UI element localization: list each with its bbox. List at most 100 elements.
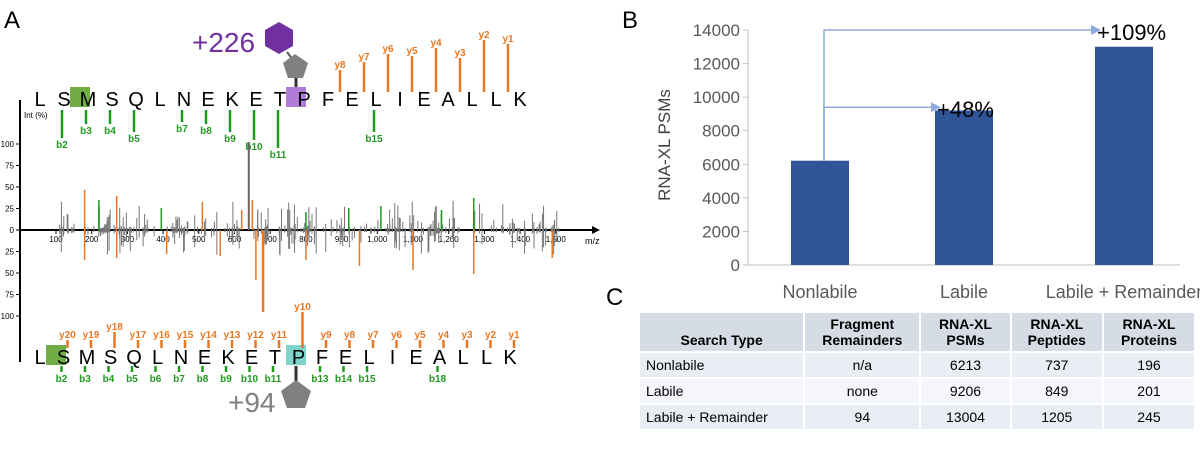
cell-remainders: n/a	[805, 353, 922, 379]
int-tick-label: 100	[1, 312, 15, 321]
m-highlight-box-bottom	[46, 345, 66, 365]
y-ion-label: y7	[358, 52, 370, 63]
table-header-row: Search Type Fragment Remainders RNA-XL P…	[640, 313, 1196, 353]
residue: T	[269, 347, 281, 369]
b-ion-label: b11	[270, 150, 287, 161]
int-tick-label: 75	[5, 291, 14, 300]
int-tick-label: 100	[1, 140, 15, 149]
chart-bar	[791, 160, 849, 265]
b-ion-label: b5	[126, 374, 138, 385]
header-proteins: RNA-XL Proteins	[1103, 313, 1196, 353]
cell-search-type: Labile + Remainder	[640, 405, 806, 431]
b-ion-label: b13	[311, 374, 329, 385]
residue: L	[490, 89, 501, 111]
b-ion-label: b4	[103, 374, 115, 385]
residue: E	[345, 89, 358, 111]
residue: P	[297, 89, 310, 111]
int-ticks: 100 75 50 25 0 25 50 75 100	[1, 140, 20, 321]
chart-y-tick-label: 10000	[693, 88, 740, 107]
mz-tick-label: 500	[192, 235, 206, 244]
table-row: Nonlabile n/a 6213 737 196	[640, 353, 1196, 379]
top-mass-label: +226	[192, 27, 255, 58]
cell-peptides: 1205	[1011, 405, 1104, 431]
chart-y-tick-label: 14000	[693, 21, 740, 40]
int-label: Int (%)	[24, 111, 48, 120]
int-tick-label: 25	[5, 205, 14, 214]
residue: K	[503, 347, 517, 369]
mz-tick-label: 400	[156, 235, 170, 244]
results-table-wrap: Search Type Fragment Remainders RNA-XL P…	[640, 313, 1196, 431]
b-ion-label: b7	[173, 374, 185, 385]
pentagon-icon-bottom	[281, 380, 311, 408]
residue: L	[466, 89, 477, 111]
y-ion-label: y14	[200, 330, 217, 341]
residue: M	[79, 347, 96, 369]
residue: S	[105, 89, 118, 111]
y-ion-label: y17	[130, 330, 147, 341]
mz-tick-label: 700	[264, 235, 278, 244]
cell-search-type: Nonlabile	[640, 353, 806, 379]
residue: L	[154, 89, 165, 111]
y-ion-label: y3	[454, 48, 466, 59]
y-ion-label: y5	[414, 330, 426, 341]
mz-tick-label: 1,300	[474, 235, 495, 244]
mz-tick-label: 1,500	[546, 235, 567, 244]
header-peptides: RNA-XL Peptides	[1011, 313, 1104, 353]
b-ion-label: b10	[245, 142, 263, 153]
y-ion-label: y6	[391, 330, 403, 341]
chart-arrows: +48% +109%	[823, 20, 1166, 161]
chart-arrow	[823, 106, 931, 161]
table-row: Labile + Remainder 94 13004 1205 245	[640, 405, 1196, 431]
b-ion-label: b10	[241, 374, 259, 385]
mz-tick-label: 300	[121, 235, 135, 244]
panel-label-c: C	[606, 284, 624, 311]
b-ion-label: b9	[220, 374, 232, 385]
b-ion-label: b7	[176, 124, 188, 135]
residue: L	[152, 347, 163, 369]
arrow-head-icon	[1091, 25, 1101, 35]
chart-y-tick-label: 2000	[702, 222, 740, 241]
y-ion-label: y2	[485, 330, 497, 341]
residue: Q	[126, 347, 142, 369]
residue: M	[80, 89, 97, 111]
chart-y-tick-label: 4000	[702, 189, 740, 208]
residue: L	[34, 347, 45, 369]
b-ion-label: b6	[150, 374, 162, 385]
y-ion-label: y8	[344, 330, 356, 341]
y-ion-label: y3	[461, 330, 473, 341]
cell-proteins: 201	[1103, 379, 1196, 405]
b-ion-label: b15	[358, 374, 376, 385]
mz-tick-label: 1,000	[367, 235, 388, 244]
y-ion-label: y16	[153, 330, 170, 341]
residue: I	[390, 347, 396, 369]
residue: E	[409, 347, 422, 369]
pentagon-icon	[283, 54, 308, 78]
y-ion-label: y13	[224, 330, 241, 341]
mz-label: m/z	[585, 236, 600, 246]
residue: L	[34, 89, 45, 111]
chart-y-tick-label: 12000	[693, 55, 740, 74]
spectrum-peaks	[59, 142, 560, 312]
arrow-head-icon	[931, 102, 941, 113]
int-tick-label: 50	[5, 183, 14, 192]
results-table: Search Type Fragment Remainders RNA-XL P…	[640, 313, 1196, 431]
residue: L	[457, 347, 468, 369]
panel-b-bar-chart: B RNA-XL PSMs 0 2000 4000 6000 8000 10000 1200…	[622, 7, 1200, 302]
b-ion-label: b3	[79, 374, 91, 385]
cell-peptides: 849	[1011, 379, 1104, 405]
y-ion-label: y4	[438, 330, 450, 341]
y-ion-label: y9	[320, 330, 332, 341]
int-tick-label: 25	[5, 248, 14, 257]
residue: E	[249, 89, 262, 111]
b-ion-label: b4	[104, 126, 116, 137]
b-ion-label: b8	[197, 374, 209, 385]
residue: F	[316, 347, 328, 369]
residue: T	[274, 89, 286, 111]
y-ion-label: y15	[177, 330, 194, 341]
chart-y-axis-label: RNA-XL PSMs	[655, 89, 674, 201]
bottom-mass-label: +94	[228, 387, 276, 418]
residue: L	[363, 347, 374, 369]
cell-psms: 9206	[921, 379, 1012, 405]
y-ion-label: y18	[106, 322, 123, 333]
